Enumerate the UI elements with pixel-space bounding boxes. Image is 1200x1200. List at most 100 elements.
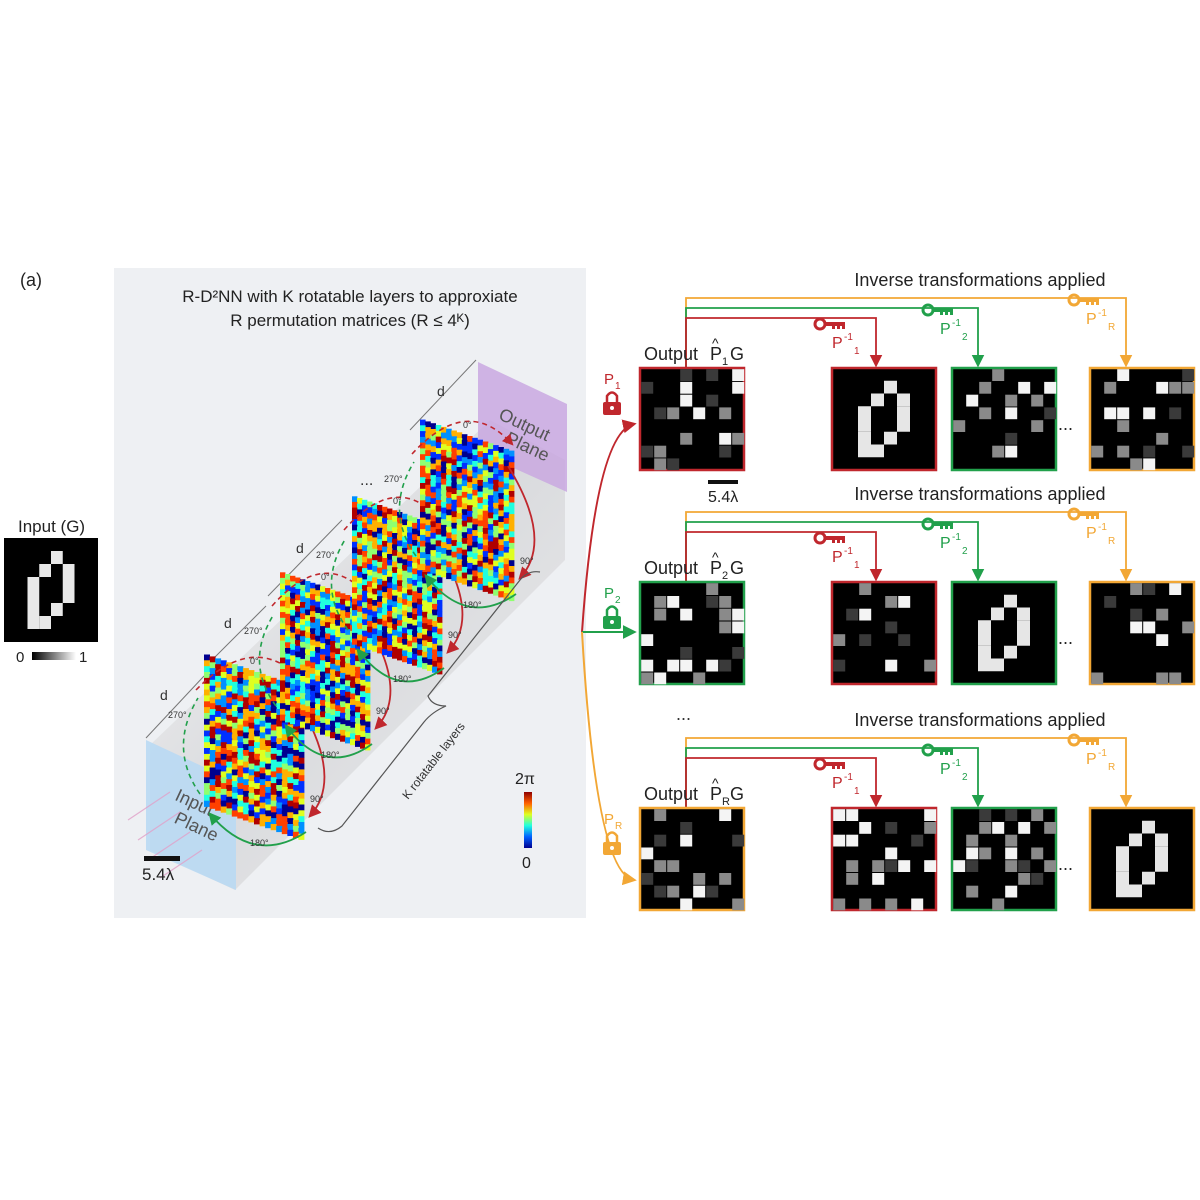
phase-pixel: [412, 522, 418, 529]
phase-pixel: [325, 718, 331, 725]
phase-pixel: [350, 642, 356, 649]
phase-pixel: [231, 687, 238, 694]
lock-keyhole: [610, 406, 614, 410]
phase-pixel: [330, 663, 336, 670]
phase-pixel: [402, 656, 408, 663]
key-icon-shaft: [1079, 738, 1099, 742]
phase-pixel: [242, 720, 249, 727]
output-hat: ^: [712, 549, 719, 565]
phase-pixel: [352, 632, 358, 639]
phase-pixel: [402, 565, 408, 572]
phase-pixel: [377, 613, 383, 620]
phase-pixel: [300, 698, 306, 705]
phase-pixel: [248, 699, 255, 706]
phase-pixel: [220, 677, 227, 685]
phase-pixel: [377, 550, 383, 557]
image-pixel: [719, 659, 732, 672]
phase-pixel: [276, 785, 283, 792]
phase-pixel: [248, 763, 255, 770]
phase-pixel: [407, 572, 413, 579]
phase-pixel: [350, 659, 356, 666]
phase-pixel: [280, 589, 286, 596]
lock-icon-shackle: [605, 391, 619, 402]
key-label-sub: 2: [962, 772, 968, 783]
phase-pixel: [372, 617, 378, 624]
phase-pixel: [305, 620, 311, 627]
image-pixel: [898, 860, 911, 872]
phase-pixel: [377, 539, 383, 546]
phase-pixel: [508, 525, 515, 532]
phase-pixel: [498, 522, 504, 529]
phase-pixel: [204, 794, 210, 801]
phase-pixel: [382, 614, 388, 621]
phase-pixel: [425, 444, 431, 451]
image-pixel: [885, 898, 898, 911]
phase-pixel: [487, 501, 494, 508]
phase-pixel: [290, 683, 296, 690]
phase-pixel: [281, 775, 288, 782]
phase-pixel: [451, 476, 457, 483]
phase-pixel: [392, 538, 398, 545]
phase-pixel: [281, 740, 288, 747]
phase-pixel: [498, 510, 504, 517]
phase-pixel: [503, 569, 510, 577]
image-pixel: [924, 809, 937, 821]
phase-pixel: [362, 511, 368, 518]
image-pixel: [1018, 873, 1031, 885]
image-pixel: [846, 608, 859, 621]
phase-pixel: [420, 477, 426, 484]
phase-pixel: [226, 726, 233, 733]
phase-pixel: [467, 557, 473, 564]
output-hat: ^: [712, 775, 719, 791]
phase-pixel: [382, 552, 388, 559]
phase-pixel: [265, 687, 272, 694]
phase-pixel: [420, 488, 426, 495]
phase-pixel: [350, 716, 356, 723]
phase-pixel: [248, 769, 255, 776]
phase-pixel: [461, 457, 468, 464]
phase-pixel: [270, 783, 277, 790]
phase-pixel: [377, 590, 383, 597]
phase-pixel: [446, 428, 452, 435]
phase-pixel: [292, 808, 299, 815]
phase-pixel: [372, 548, 378, 555]
phase-pixel: [357, 537, 363, 544]
phase-pixel: [352, 621, 358, 628]
phase-pixel: [281, 822, 288, 829]
phase-pixel: [425, 490, 431, 497]
phase-pixel: [248, 787, 255, 794]
phase-pixel: [503, 558, 510, 565]
phase-pixel: [503, 581, 510, 588]
phase-pixel: [310, 725, 316, 732]
phase-pixel: [350, 670, 356, 677]
phase-pixel: [292, 802, 299, 809]
phase-pixel: [285, 704, 291, 711]
phase-pixel: [425, 432, 431, 440]
distance-label-4: d: [437, 383, 445, 399]
phase-pixel: [508, 502, 515, 509]
image-pixel: [992, 898, 1005, 911]
image-pixel: [680, 898, 693, 911]
image-pixel: [680, 432, 693, 445]
image-pixel: [833, 634, 846, 646]
phase-pixel: [350, 665, 356, 672]
phase-pixel: [242, 714, 249, 722]
phase-pixel: [430, 446, 436, 453]
phase-pixel: [290, 604, 296, 611]
key-icon-tooth: [1091, 301, 1094, 305]
phase-pixel: [295, 583, 301, 590]
phase-pixel: [432, 643, 438, 650]
phase-pixel: [392, 607, 398, 614]
phase-pixel: [407, 612, 413, 619]
phase-pixel: [435, 528, 442, 536]
phase-pixel: [335, 682, 341, 689]
phase-pixel: [392, 635, 398, 642]
phase-pixel: [330, 715, 336, 722]
phase-pixel: [254, 677, 260, 684]
angle-label: 180°: [463, 600, 482, 610]
phase-pixel: [377, 573, 383, 580]
image-pixel: [654, 608, 667, 621]
image-pixel: [641, 445, 654, 458]
phase-pixel: [372, 600, 378, 607]
image-pixel: [979, 822, 992, 834]
